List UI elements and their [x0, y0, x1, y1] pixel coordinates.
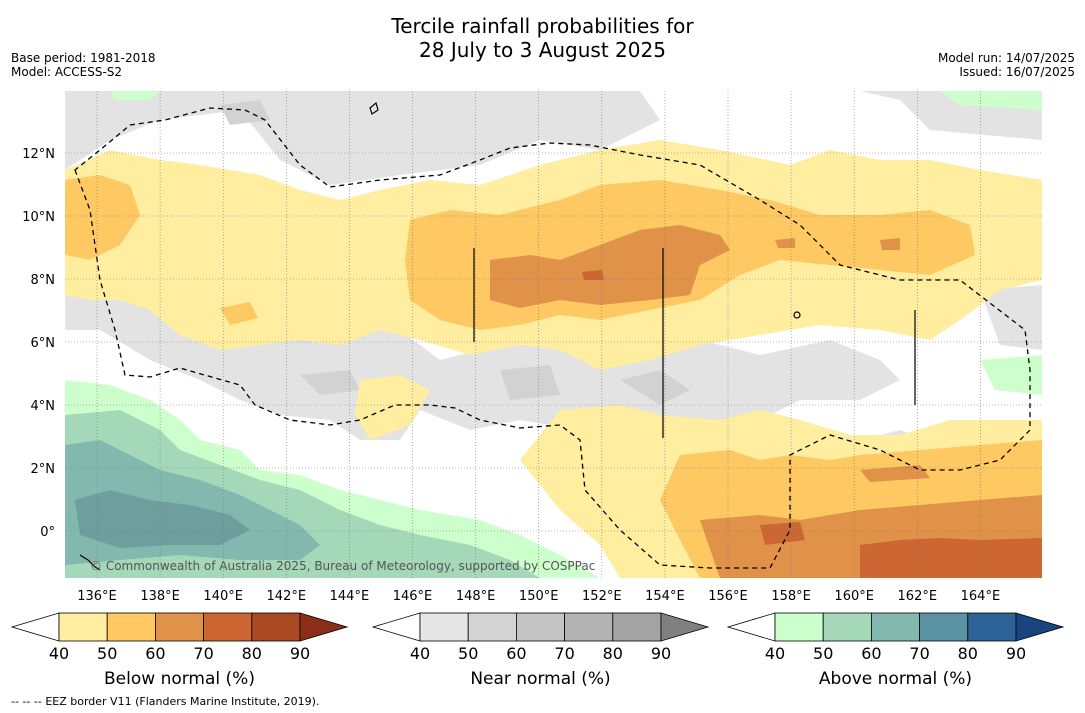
- colorbar-tick-label: 40: [410, 644, 430, 663]
- colorbar-segment: [467, 612, 517, 642]
- colorbar-segment: [612, 612, 662, 642]
- lon-label: 136°E: [77, 589, 117, 604]
- colorbar-segment: [106, 612, 156, 642]
- map-gridlines: [65, 91, 1042, 578]
- lat-label: 10°N: [22, 210, 55, 225]
- colorbar-1: 40 50 60 70 80 90 Below normal (%): [10, 612, 349, 689]
- colorbar-tick-label: 50: [458, 644, 478, 663]
- title-line-1: Tercile rainfall probabilities for: [391, 14, 694, 38]
- colorbar-segment: [871, 612, 921, 642]
- copyright-watermark: © Commonwealth of Australia 2025, Bureau…: [90, 559, 595, 573]
- colorbar-tick-label: 70: [909, 644, 929, 663]
- lon-label: 154°E: [645, 589, 685, 604]
- colorbar-tick-label: 90: [1006, 644, 1026, 663]
- colorbar-segment: [822, 612, 872, 642]
- colorbar-tick-label: 70: [193, 644, 213, 663]
- colorbar-title: Near normal (%): [470, 669, 610, 689]
- longitude-labels: 136°E 138°E 140°E 142°E 144°E 146°E 148°E 150°E…: [77, 589, 1000, 604]
- colorbar-segment: [564, 612, 614, 642]
- issued-date: Issued: 16/07/2025: [959, 65, 1075, 79]
- colorbar-tick-label: 40: [765, 644, 785, 663]
- colorbar-title: Below normal (%): [104, 669, 255, 689]
- map-title: Tercile rainfall probabilities for 28 Ju…: [0, 14, 1085, 62]
- lon-label: 148°E: [456, 589, 496, 604]
- colorbar-title: Above normal (%): [819, 669, 972, 689]
- colorbar-segment: [251, 612, 301, 642]
- colorbar-tick-label: 50: [813, 644, 833, 663]
- lon-label: 140°E: [203, 589, 243, 604]
- lon-label: 164°E: [961, 589, 1001, 604]
- colorbar-tick-label: 90: [290, 644, 310, 663]
- colorbar-tick-label: 60: [506, 644, 526, 663]
- colorbar-segment: [58, 612, 108, 642]
- colorbar-tick-label: 80: [958, 644, 978, 663]
- latitude-labels: 12°N 10°N 8°N 6°N 4°N 2°N 0°: [22, 147, 55, 540]
- lon-label: 144°E: [330, 589, 370, 604]
- colorbar-high-extend: [299, 612, 349, 642]
- colorbar-tick-label: 80: [603, 644, 623, 663]
- model-info: Base period: 1981-2018 Model: ACCESS-S2: [11, 51, 156, 79]
- colorbar-3: 40 50 60 70 80 90 Above normal (%): [726, 612, 1065, 689]
- colorbar-segment: [154, 612, 204, 642]
- model-run-date: Model run: 14/07/2025: [937, 51, 1075, 65]
- lat-label: 8°N: [31, 273, 56, 288]
- colorbar-segment: [203, 612, 253, 642]
- colorbar-tick-label: 80: [242, 644, 262, 663]
- lon-label: 158°E: [771, 589, 811, 604]
- lon-label: 152°E: [582, 589, 622, 604]
- lon-label: 150°E: [519, 589, 559, 604]
- lat-label: 2°N: [31, 462, 56, 477]
- colorbar-low-extend: [371, 612, 421, 642]
- lon-label: 146°E: [393, 589, 433, 604]
- colorbar-2: 40 50 60 70 80 90 Near normal (%): [371, 612, 710, 689]
- near-normal-darker-regions: [220, 100, 690, 405]
- title-line-2: 28 July to 3 August 2025: [419, 38, 666, 62]
- colorbar-tick-label: 40: [49, 644, 69, 663]
- colorbar-segment: [967, 612, 1017, 642]
- model-name: Model: ACCESS-S2: [11, 65, 123, 79]
- colorbar-tick-label: 70: [554, 644, 574, 663]
- below-normal-80-regions: [582, 270, 1042, 578]
- colorbar-tick-label: 90: [651, 644, 671, 663]
- colorbar-tick-label: 60: [861, 644, 881, 663]
- colorbar-segment: [774, 612, 824, 642]
- eez-line-symbol: -- -- --: [11, 695, 42, 708]
- colorbar-segment: [419, 612, 469, 642]
- lon-label: 142°E: [267, 589, 307, 604]
- colorbar-high-extend: [660, 612, 710, 642]
- island-outlines: [79, 101, 916, 571]
- lon-label: 156°E: [708, 589, 748, 604]
- colorbar-group: 40 50 60 70 80 90 Below normal (%) 40 50 60 70 80 90…: [10, 612, 1065, 689]
- colorbar-tick-label: 60: [145, 644, 165, 663]
- eez-legend: -- -- -- EEZ border V11 (Flanders Marine…: [11, 695, 319, 708]
- eez-legend-label: EEZ border V11 (Flanders Marine Institut…: [45, 695, 320, 708]
- colorbar-tick-label: 50: [97, 644, 117, 663]
- lat-label: 12°N: [22, 147, 55, 162]
- base-period: Base period: 1981-2018: [11, 51, 156, 65]
- colorbar-high-extend: [1015, 612, 1065, 642]
- lon-label: 138°E: [140, 589, 180, 604]
- above-normal-80-regions: [75, 490, 250, 548]
- lon-label: 162°E: [898, 589, 938, 604]
- lon-label: 160°E: [834, 589, 874, 604]
- colorbar-segment: [516, 612, 566, 642]
- lat-label: 6°N: [31, 336, 56, 351]
- run-info: Model run: 14/07/2025 Issued: 16/07/2025: [938, 51, 1075, 79]
- colorbar-segment: [919, 612, 969, 642]
- lat-label: 0°: [40, 525, 55, 540]
- colorbar-low-extend: [726, 612, 776, 642]
- colorbar-low-extend: [10, 612, 60, 642]
- lat-label: 4°N: [31, 399, 56, 414]
- map-panel: © Commonwealth of Australia 2025, Bureau…: [65, 91, 1042, 578]
